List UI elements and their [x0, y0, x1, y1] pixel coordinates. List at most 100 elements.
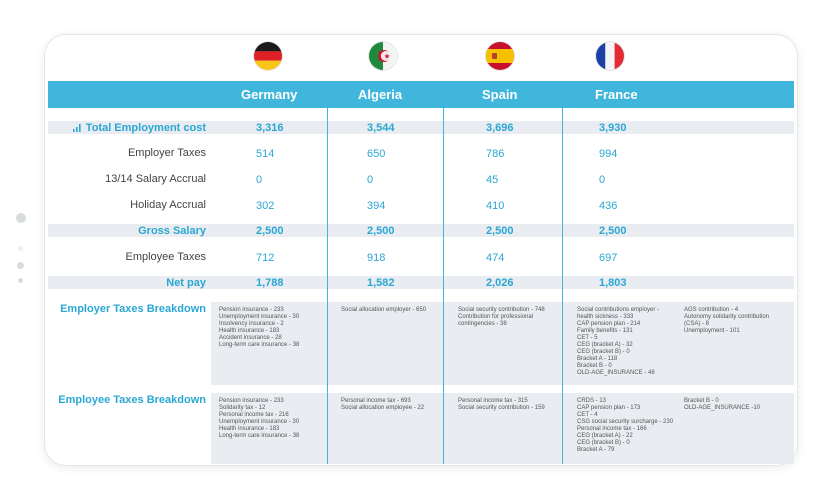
row-band-net	[48, 276, 794, 289]
employer-breakdown-germany: Pension insurance - 233 Unemployment ins…	[219, 307, 299, 349]
employer-breakdown-france-col2: AGS contribution - 4 Autonomy solidarity…	[684, 307, 769, 335]
breakdown-item: Social security contribution - 748	[458, 307, 545, 313]
gross-salary-label: Gross Salary	[138, 225, 206, 237]
net-pay-label: Net pay	[166, 277, 206, 289]
net-pay-france: 1,803	[599, 277, 627, 289]
salary-accrual-france: 0	[599, 174, 606, 186]
gross-salary-algeria: 2,500	[367, 225, 395, 237]
net-pay-algeria: 1,582	[367, 277, 395, 289]
employee-breakdown-label: Employee Taxes Breakdown	[58, 394, 206, 406]
breakdown-item: CRDS - 13	[577, 398, 607, 404]
employee-taxes-france: 697	[599, 252, 618, 264]
decor-dot	[17, 262, 24, 269]
france-flag-icon	[596, 42, 624, 70]
breakdown-item: CEG (bracket B) - 0	[577, 440, 630, 446]
holiday-accrual-germany: 302	[256, 200, 275, 212]
net-pay-germany: 1,788	[256, 277, 284, 289]
net-pay-spain: 2,026	[486, 277, 514, 289]
breakdown-item: Pension insurance - 233	[219, 307, 284, 313]
breakdown-item: Pension insurance - 233	[219, 398, 284, 404]
employer-breakdown-algeria: Social allocation employer - 650	[341, 307, 426, 314]
employer-taxes-france: 994	[599, 148, 618, 160]
breakdown-item: CEG (bracket A) - 22	[577, 433, 633, 439]
bar-chart-icon	[72, 123, 81, 135]
total-cost-germany: 3,316	[256, 122, 284, 134]
spain-flag-icon	[486, 42, 514, 70]
breakdown-item: Social allocation employee - 22	[341, 405, 425, 411]
column-divider	[327, 108, 328, 464]
breakdown-item: Bracket A - 79	[577, 447, 615, 453]
breakdown-item: Long-term care insurance - 38	[219, 433, 300, 439]
breakdown-item: Long-term care insurance - 38	[219, 342, 300, 348]
decor-dot	[16, 213, 26, 223]
row-band-gross	[48, 224, 794, 237]
country-header-spain: Spain	[482, 87, 518, 102]
decor-dot	[18, 278, 23, 283]
column-divider	[443, 108, 444, 464]
total-cost-spain: 3,696	[486, 122, 514, 134]
breakdown-item: CAP pension plan - 173	[577, 405, 641, 411]
employee-taxes-algeria: 918	[367, 252, 386, 264]
total-cost-algeria: 3,544	[367, 122, 395, 134]
employer-taxes-spain: 786	[486, 148, 505, 160]
breakdown-item: Personal income tax - 216	[219, 412, 289, 418]
breakdown-item: CEG (bracket B) - 0	[577, 349, 630, 355]
salary-accrual-label: 13/14 Salary Accrual	[105, 173, 206, 185]
breakdown-item: CET - 4	[577, 412, 598, 418]
breakdown-item: CAP pension plan - 214	[577, 321, 641, 327]
holiday-accrual-algeria: 394	[367, 200, 386, 212]
salary-accrual-germany: 0	[256, 174, 263, 186]
breakdown-item: Bracket B - 0	[577, 363, 612, 369]
breakdown-item: Health insurance - 183	[219, 426, 280, 432]
breakdown-item: Unemployment insurance - 30	[219, 419, 300, 425]
gross-salary-france: 2,500	[599, 225, 627, 237]
column-divider	[562, 108, 563, 464]
country-header-france: France	[595, 87, 638, 102]
breakdown-item: Unemployment insurance - 30	[219, 314, 300, 320]
breakdown-item: CET - 5	[577, 335, 598, 341]
country-header-bar: Germany Algeria Spain France	[48, 81, 794, 108]
employee-breakdown-france-col1: CRDS - 13 CAP pension plan - 173 CET - 4…	[577, 398, 673, 454]
breakdown-item: Social security contribution - 159	[458, 405, 545, 411]
breakdown-item: Bracket A - 118	[577, 356, 618, 362]
breakdown-item: OLD-AGE_INSURANCE -10	[684, 405, 761, 411]
country-header-germany: Germany	[241, 87, 298, 102]
holiday-accrual-label: Holiday Accrual	[130, 199, 206, 211]
holiday-accrual-spain: 410	[486, 200, 505, 212]
breakdown-item: Bracket B - 0	[684, 398, 719, 404]
breakdown-item: Social contributions employer -	[577, 307, 660, 313]
germany-flag-icon	[254, 42, 282, 70]
employee-breakdown-germany: Pension insurance - 233 Solidarity tax -…	[219, 398, 299, 440]
breakdown-item: Contribution for professional	[458, 314, 534, 320]
employer-taxes-germany: 514	[256, 148, 275, 160]
breakdown-item: Family benefits - 131	[577, 328, 633, 334]
gross-salary-germany: 2,500	[256, 225, 284, 237]
total-employment-cost-text: Total Employment cost	[85, 122, 206, 134]
breakdown-item: Accident insurance - 28	[219, 335, 282, 341]
employee-breakdown-algeria: Personal income tax - 693 Social allocat…	[341, 398, 424, 412]
employer-breakdown-spain: Social security contribution - 748 Contr…	[458, 307, 545, 328]
breakdown-item: Personal income tax - 693	[341, 398, 411, 404]
breakdown-item: Personal income tax - 315	[458, 398, 528, 404]
breakdown-item: CEG (bracket A) - 32	[577, 342, 633, 348]
country-header-algeria: Algeria	[358, 87, 403, 102]
decor-dot	[18, 246, 23, 251]
employee-taxes-label: Employee Taxes	[125, 251, 206, 263]
employee-breakdown-spain: Personal income tax - 315 Social securit…	[458, 398, 545, 412]
employer-taxes-label: Employer Taxes	[127, 147, 206, 159]
breakdown-item: Insolvency insurance - 2	[219, 321, 284, 327]
salary-accrual-spain: 45	[486, 174, 499, 186]
employer-breakdown-label: Employer Taxes Breakdown	[60, 303, 206, 315]
gross-salary-spain: 2,500	[486, 225, 514, 237]
breakdown-item: AGS contribution - 4	[684, 307, 739, 313]
breakdown-item: (CSA) - 8	[684, 321, 710, 327]
breakdown-item: OLD-AGE_INSURANCE - 48	[577, 370, 655, 376]
breakdown-item: Unemployment - 101	[684, 328, 740, 334]
employer-breakdown-france-col1: Social contributions employer - health s…	[577, 307, 659, 377]
breakdown-item: Autonomy solidarity contribution	[684, 314, 770, 320]
row-band-total	[48, 121, 794, 134]
total-employment-cost-label: Total Employment cost	[46, 122, 206, 135]
employee-breakdown-france-col2: Bracket B - 0 OLD-AGE_INSURANCE -10	[684, 398, 760, 412]
total-cost-france: 3,930	[599, 122, 627, 134]
breakdown-item: Health insurance - 183	[219, 328, 280, 334]
